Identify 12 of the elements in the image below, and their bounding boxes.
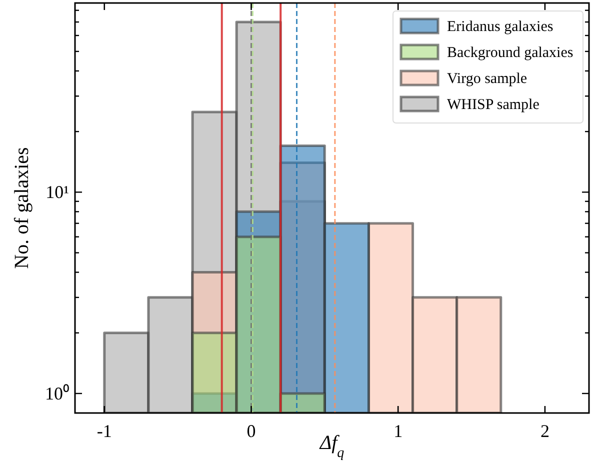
x-axis-title: Δf$_{q}$ bbox=[318, 432, 344, 460]
y-tick-label: 10⁰ bbox=[45, 383, 69, 404]
y-tick-label: 10¹ bbox=[46, 182, 69, 202]
legend-label: Eridanus galaxies bbox=[447, 19, 554, 35]
x-tick-label: 2 bbox=[540, 421, 550, 441]
y-axis-title: No. of galaxies bbox=[11, 146, 33, 269]
x-tick-label: -1 bbox=[96, 421, 112, 441]
legend-label: WHISP sample bbox=[447, 97, 540, 113]
legend-label: Virgo sample bbox=[447, 71, 528, 87]
x-tick-label: 1 bbox=[394, 421, 403, 441]
legend-label: Background galaxies bbox=[447, 45, 574, 61]
x-tick-label: 0 bbox=[246, 421, 256, 441]
